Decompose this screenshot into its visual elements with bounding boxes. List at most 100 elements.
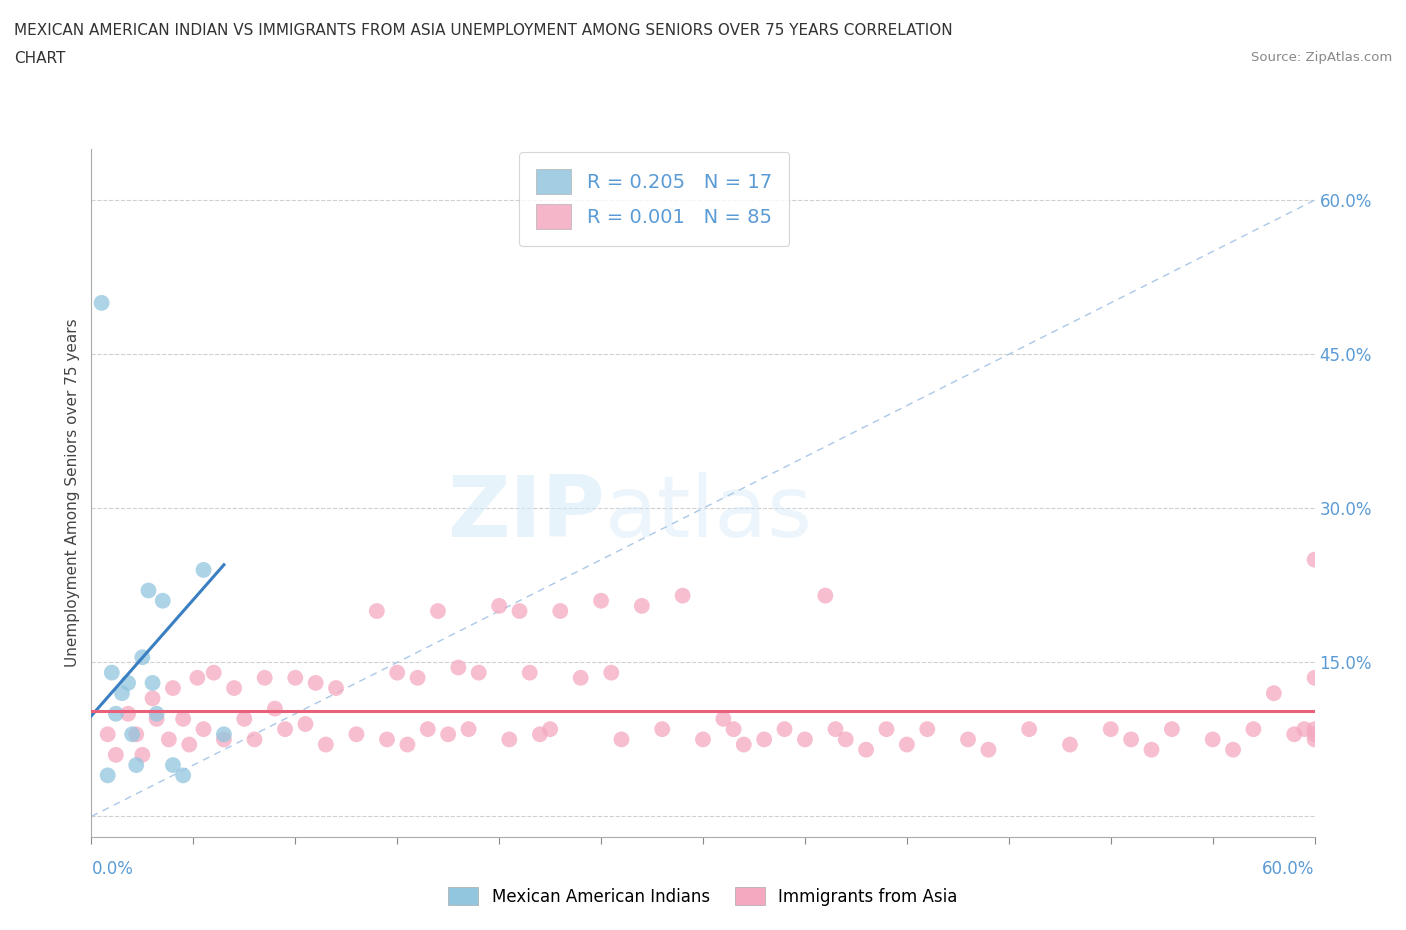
Point [723, 722, 745, 737]
Point [1294, 722, 1316, 737]
Point [346, 727, 368, 742]
Point [104, 748, 127, 763]
Legend: Mexican American Indians, Immigrants from Asia: Mexican American Indians, Immigrants fro… [441, 881, 965, 912]
Point [152, 593, 174, 608]
Point [274, 722, 297, 737]
Point [814, 588, 837, 603]
Point [179, 737, 201, 752]
Point [396, 737, 419, 752]
Point [538, 722, 561, 737]
Point [1303, 732, 1326, 747]
Point [467, 665, 489, 680]
Point [824, 722, 846, 737]
Point [1202, 732, 1225, 747]
Point [498, 732, 520, 747]
Text: MEXICAN AMERICAN INDIAN VS IMMIGRANTS FROM ASIA UNEMPLOYMENT AMONG SENIORS OVER : MEXICAN AMERICAN INDIAN VS IMMIGRANTS FR… [14, 23, 953, 38]
Point [835, 732, 858, 747]
Point [294, 717, 316, 732]
Point [1099, 722, 1122, 737]
Legend: R = 0.205   N = 17, R = 0.001   N = 85: R = 0.205 N = 17, R = 0.001 N = 85 [519, 152, 789, 246]
Point [138, 583, 160, 598]
Point [157, 732, 180, 747]
Point [600, 665, 623, 680]
Point [1282, 727, 1305, 742]
Point [773, 722, 796, 737]
Point [416, 722, 439, 737]
Point [855, 742, 877, 757]
Point [733, 737, 755, 752]
Text: atlas: atlas [605, 472, 813, 555]
Point [1119, 732, 1142, 747]
Point [104, 706, 127, 721]
Point [793, 732, 815, 747]
Point [131, 650, 153, 665]
Point [97, 727, 120, 742]
Point [509, 604, 531, 618]
Point [977, 742, 1000, 757]
Point [145, 711, 167, 726]
Point [284, 671, 307, 685]
Point [212, 727, 235, 742]
Point [131, 748, 153, 763]
Point [692, 732, 714, 747]
Point [172, 768, 194, 783]
Point [1243, 722, 1265, 737]
Point [172, 711, 194, 726]
Text: CHART: CHART [14, 51, 66, 66]
Point [711, 711, 734, 726]
Point [1263, 685, 1285, 700]
Point [630, 598, 652, 613]
Point [125, 727, 148, 742]
Point [1140, 742, 1163, 757]
Point [1059, 737, 1081, 752]
Point [651, 722, 673, 737]
Point [222, 681, 246, 696]
Point [1303, 727, 1326, 742]
Point [141, 691, 163, 706]
Point [447, 660, 470, 675]
Point [325, 681, 347, 696]
Point [304, 675, 326, 690]
Point [672, 588, 695, 603]
Point [90, 296, 112, 311]
Point [437, 727, 460, 742]
Point [162, 758, 184, 773]
Text: 0.0%: 0.0% [91, 860, 134, 878]
Point [315, 737, 337, 752]
Point [406, 671, 429, 685]
Point [427, 604, 450, 618]
Point [125, 758, 148, 773]
Point [193, 563, 215, 578]
Point [529, 727, 551, 742]
Point [1303, 552, 1326, 567]
Point [121, 727, 143, 742]
Point [186, 671, 208, 685]
Point [243, 732, 266, 747]
Point [141, 675, 163, 690]
Point [1303, 671, 1326, 685]
Point [896, 737, 918, 752]
Point [117, 706, 139, 721]
Y-axis label: Unemployment Among Seniors over 75 years: Unemployment Among Seniors over 75 years [65, 319, 80, 667]
Point [111, 685, 134, 700]
Point [97, 768, 120, 783]
Point [915, 722, 938, 737]
Point [591, 593, 613, 608]
Point [956, 732, 979, 747]
Point [754, 732, 776, 747]
Point [145, 706, 167, 721]
Point [202, 665, 225, 680]
Point [548, 604, 571, 618]
Point [569, 671, 592, 685]
Point [875, 722, 897, 737]
Point [375, 732, 398, 747]
Text: ZIP: ZIP [447, 472, 605, 555]
Point [519, 665, 541, 680]
Point [1161, 722, 1184, 737]
Point [366, 604, 388, 618]
Point [1018, 722, 1040, 737]
Point [101, 665, 124, 680]
Point [610, 732, 633, 747]
Point [1303, 722, 1326, 737]
Point [212, 732, 235, 747]
